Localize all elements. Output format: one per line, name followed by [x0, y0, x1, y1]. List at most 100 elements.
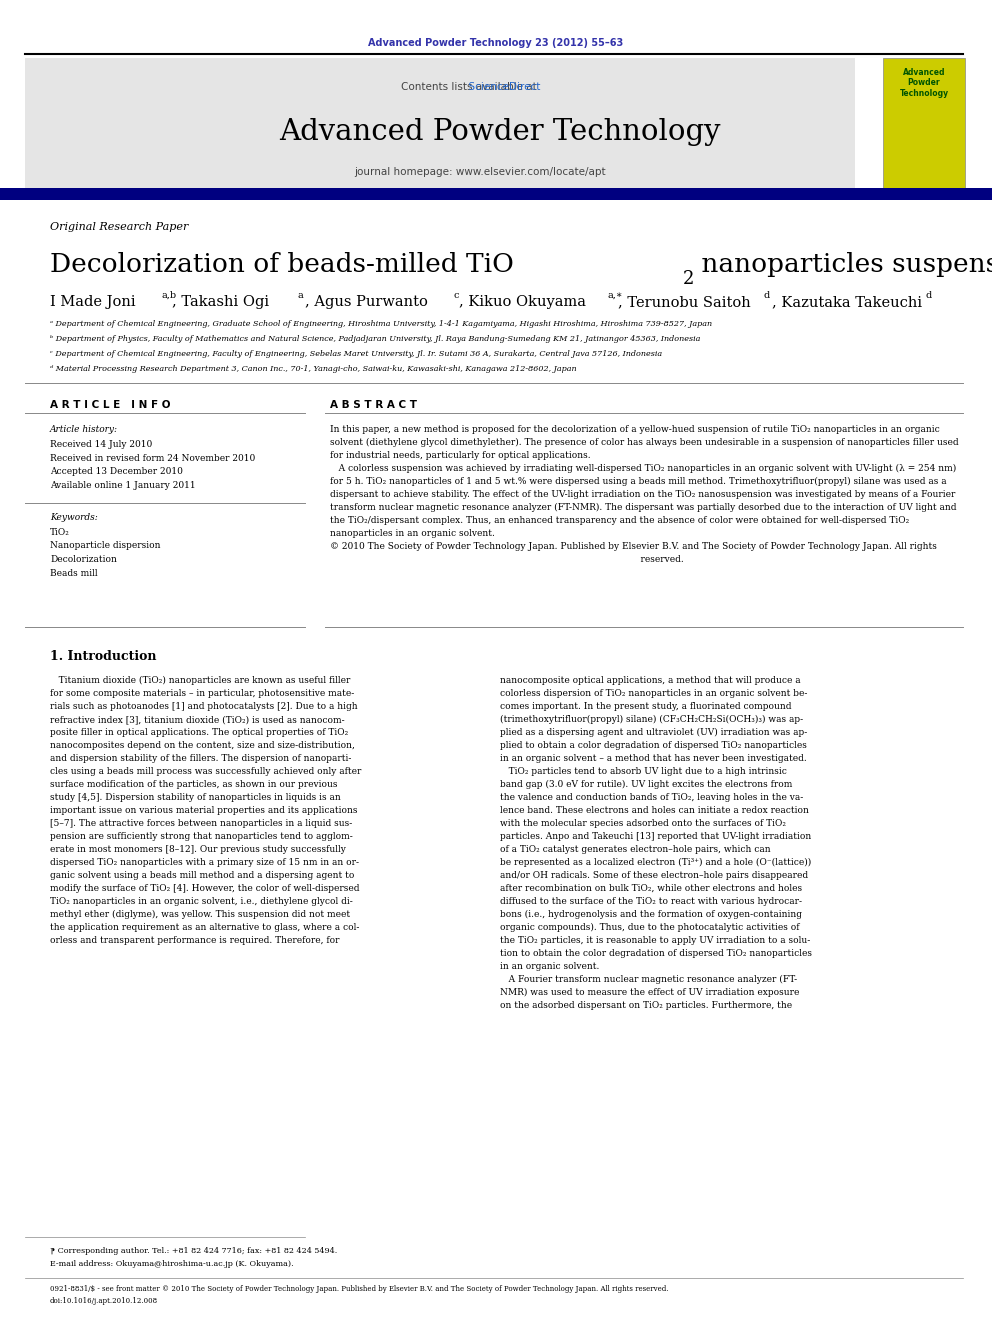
Text: refractive index [3], titanium dioxide (TiO₂) is used as nanocom-: refractive index [3], titanium dioxide (… — [50, 714, 344, 724]
Text: Beads mill: Beads mill — [50, 569, 97, 578]
Text: nanoparticles suspension in an organic solvent: nanoparticles suspension in an organic s… — [693, 251, 992, 277]
Text: nanocomposite optical applications, a method that will produce a: nanocomposite optical applications, a me… — [500, 676, 801, 685]
Text: a,∗: a,∗ — [607, 291, 623, 300]
Text: of a TiO₂ catalyst generates electron–hole pairs, which can: of a TiO₂ catalyst generates electron–ho… — [500, 845, 771, 855]
Text: diffused to the surface of the TiO₂ to react with various hydrocar-: diffused to the surface of the TiO₂ to r… — [500, 897, 802, 906]
Text: , Terunobu Saitoh: , Terunobu Saitoh — [618, 295, 751, 310]
Text: Advanced Powder Technology 23 (2012) 55–63: Advanced Powder Technology 23 (2012) 55–… — [368, 38, 624, 48]
Text: d: d — [926, 291, 932, 300]
Text: [5–7]. The attractive forces between nanoparticles in a liquid sus-: [5–7]. The attractive forces between nan… — [50, 819, 352, 828]
Text: ScienceDirect: ScienceDirect — [384, 82, 540, 93]
Text: for some composite materials – in particular, photosensitive mate-: for some composite materials – in partic… — [50, 689, 354, 699]
Text: Advanced Powder Technology: Advanced Powder Technology — [280, 118, 721, 146]
Text: dispersant to achieve stability. The effect of the UV-light irradiation on the T: dispersant to achieve stability. The eff… — [330, 490, 955, 499]
Text: Original Research Paper: Original Research Paper — [50, 222, 188, 232]
Text: rials such as photoanodes [1] and photocatalysts [2]. Due to a high: rials such as photoanodes [1] and photoc… — [50, 703, 358, 710]
Text: ganic solvent using a beads mill method and a dispersing agent to: ganic solvent using a beads mill method … — [50, 871, 354, 880]
Text: a,b: a,b — [161, 291, 177, 300]
Text: ᵃ Department of Chemical Engineering, Graduate School of Engineering, Hiroshima : ᵃ Department of Chemical Engineering, Gr… — [50, 320, 712, 328]
Text: nanocomposites depend on the content, size and size-distribution,: nanocomposites depend on the content, si… — [50, 741, 355, 750]
Text: ᵈ Material Processing Research Department 3, Canon Inc., 70-1, Yanagi-cho, Saiwa: ᵈ Material Processing Research Departmen… — [50, 365, 576, 373]
Text: , Agus Purwanto: , Agus Purwanto — [305, 295, 428, 310]
Text: with the molecular species adsorbed onto the surfaces of TiO₂: with the molecular species adsorbed onto… — [500, 819, 786, 828]
Text: TiO₂ nanoparticles in an organic solvent, i.e., diethylene glycol di-: TiO₂ nanoparticles in an organic solvent… — [50, 897, 353, 906]
Text: dispersed TiO₂ nanoparticles with a primary size of 15 nm in an or-: dispersed TiO₂ nanoparticles with a prim… — [50, 859, 359, 867]
Text: ELSEVIER: ELSEVIER — [75, 165, 165, 184]
Text: colorless dispersion of TiO₂ nanoparticles in an organic solvent be-: colorless dispersion of TiO₂ nanoparticl… — [500, 689, 807, 699]
Text: , Kazutaka Takeuchi: , Kazutaka Takeuchi — [772, 295, 923, 310]
Text: TiO₂ particles tend to absorb UV light due to a high intrinsic: TiO₂ particles tend to absorb UV light d… — [500, 767, 787, 777]
Text: in an organic solvent – a method that has never been investigated.: in an organic solvent – a method that ha… — [500, 754, 806, 763]
Text: modify the surface of TiO₂ [4]. However, the color of well-dispersed: modify the surface of TiO₂ [4]. However,… — [50, 884, 359, 893]
Text: NMR) was used to measure the effect of UV irradiation exposure: NMR) was used to measure the effect of U… — [500, 988, 800, 998]
Text: tion to obtain the color degradation of dispersed TiO₂ nanoparticles: tion to obtain the color degradation of … — [500, 949, 812, 958]
Text: after recombination on bulk TiO₂, while other electrons and holes: after recombination on bulk TiO₂, while … — [500, 884, 803, 893]
Text: Decolorization: Decolorization — [50, 556, 117, 564]
Text: Available online 1 January 2011: Available online 1 January 2011 — [50, 480, 195, 490]
Text: nanoparticles in an organic solvent.: nanoparticles in an organic solvent. — [330, 529, 495, 538]
Text: d: d — [764, 291, 770, 300]
Text: particles. Anpo and Takeuchi [13] reported that UV-light irradiation: particles. Anpo and Takeuchi [13] report… — [500, 832, 811, 841]
Text: A B S T R A C T: A B S T R A C T — [330, 400, 417, 410]
Text: the TiO₂ particles, it is reasonable to apply UV irradiation to a solu-: the TiO₂ particles, it is reasonable to … — [500, 935, 810, 945]
Text: and dispersion stability of the fillers. The dispersion of nanoparti-: and dispersion stability of the fillers.… — [50, 754, 351, 763]
Text: A R T I C L E   I N F O: A R T I C L E I N F O — [50, 400, 171, 410]
Text: for 5 h. TiO₂ nanoparticles of 1 and 5 wt.% were dispersed using a beads mill me: for 5 h. TiO₂ nanoparticles of 1 and 5 w… — [330, 478, 946, 486]
Text: ⁋ Corresponding author. Tel.: +81 82 424 7716; fax: +81 82 424 5494.: ⁋ Corresponding author. Tel.: +81 82 424… — [50, 1248, 337, 1256]
Text: solvent (diethylene glycol dimethylether). The presence of color has always been: solvent (diethylene glycol dimethylether… — [330, 438, 958, 447]
Text: journal homepage: www.elsevier.com/locate/apt: journal homepage: www.elsevier.com/locat… — [354, 167, 606, 177]
Text: (trimethoxytrifluor(propyl) silane) (CF₃CH₂CH₂Si(OCH₃)₃) was ap-: (trimethoxytrifluor(propyl) silane) (CF₃… — [500, 714, 804, 724]
Text: , Kikuo Okuyama: , Kikuo Okuyama — [459, 295, 586, 310]
Text: ᶜ Department of Chemical Engineering, Faculty of Engineering, Sebelas Maret Univ: ᶜ Department of Chemical Engineering, Fa… — [50, 351, 662, 359]
Text: Nanoparticle dispersion: Nanoparticle dispersion — [50, 541, 161, 550]
Text: study [4,5]. Dispersion stability of nanoparticles in liquids is an: study [4,5]. Dispersion stability of nan… — [50, 792, 340, 802]
Text: cles using a beads mill process was successfully achieved only after: cles using a beads mill process was succ… — [50, 767, 361, 777]
Text: band gap (3.0 eV for rutile). UV light excites the electrons from: band gap (3.0 eV for rutile). UV light e… — [500, 781, 793, 789]
Text: the TiO₂/dispersant complex. Thus, an enhanced transparency and the absence of c: the TiO₂/dispersant complex. Thus, an en… — [330, 516, 910, 525]
Text: E-mail address: Okuyama@hiroshima-u.ac.jp (K. Okuyama).: E-mail address: Okuyama@hiroshima-u.ac.j… — [50, 1259, 294, 1267]
Text: orless and transparent performance is required. Therefore, for: orless and transparent performance is re… — [50, 935, 339, 945]
Text: comes important. In the present study, a fluorinated compound: comes important. In the present study, a… — [500, 703, 792, 710]
Text: Contents lists available at: Contents lists available at — [401, 82, 540, 93]
Text: be represented as a localized electron (Ti³⁺) and a hole (O⁻(lattice)): be represented as a localized electron (… — [500, 859, 811, 867]
Text: plied to obtain a color degradation of dispersed TiO₂ nanoparticles: plied to obtain a color degradation of d… — [500, 741, 806, 750]
Text: important issue on various material properties and its applications: important issue on various material prop… — [50, 806, 357, 815]
Text: bons (i.e., hydrogenolysis and the formation of oxygen-containing: bons (i.e., hydrogenolysis and the forma… — [500, 910, 802, 919]
Text: 0921-8831/$ - see front matter © 2010 The Society of Powder Technology Japan. Pu: 0921-8831/$ - see front matter © 2010 Th… — [50, 1285, 669, 1293]
Text: transform nuclear magnetic resonance analyzer (FT-NMR). The dispersant was parti: transform nuclear magnetic resonance ana… — [330, 503, 956, 512]
Text: plied as a dispersing agent and ultraviolet (UV) irradiation was ap-: plied as a dispersing agent and ultravio… — [500, 728, 807, 737]
Text: I Made Joni: I Made Joni — [50, 295, 136, 310]
Text: c: c — [453, 291, 458, 300]
Text: Titanium dioxide (TiO₂) nanoparticles are known as useful filler: Titanium dioxide (TiO₂) nanoparticles ar… — [50, 676, 350, 685]
Text: erate in most monomers [8–12]. Our previous study successfully: erate in most monomers [8–12]. Our previ… — [50, 845, 346, 855]
Text: methyl ether (diglyme), was yellow. This suspension did not meet: methyl ether (diglyme), was yellow. This… — [50, 910, 350, 919]
Text: pension are sufficiently strong that nanoparticles tend to agglom-: pension are sufficiently strong that nan… — [50, 832, 353, 841]
Text: doi:10.1016/j.apt.2010.12.008: doi:10.1016/j.apt.2010.12.008 — [50, 1297, 158, 1304]
Text: TiO₂: TiO₂ — [50, 528, 69, 537]
Text: reserved.: reserved. — [330, 556, 683, 564]
Text: Received 14 July 2010: Received 14 July 2010 — [50, 441, 152, 448]
Text: © 2010 The Society of Powder Technology Japan. Published by Elsevier B.V. and Th: © 2010 The Society of Powder Technology … — [330, 542, 936, 550]
Text: in an organic solvent.: in an organic solvent. — [500, 962, 599, 971]
Text: In this paper, a new method is proposed for the decolorization of a yellow-hued : In this paper, a new method is proposed … — [330, 425, 939, 434]
Text: Accepted 13 December 2010: Accepted 13 December 2010 — [50, 467, 183, 476]
Text: for industrial needs, particularly for optical applications.: for industrial needs, particularly for o… — [330, 451, 590, 460]
Text: A colorless suspension was achieved by irradiating well-dispersed TiO₂ nanoparti: A colorless suspension was achieved by i… — [330, 464, 956, 474]
Text: , Takashi Ogi: , Takashi Ogi — [172, 295, 269, 310]
Text: Advanced
Powder
Technology: Advanced Powder Technology — [900, 67, 948, 98]
Text: Keywords:: Keywords: — [50, 513, 98, 523]
Text: 🌲: 🌲 — [106, 85, 133, 127]
Text: Article history:: Article history: — [50, 425, 118, 434]
Text: ᵇ Department of Physics, Faculty of Mathematics and Natural Science, Padjadjaran: ᵇ Department of Physics, Faculty of Math… — [50, 335, 700, 343]
Text: lence band. These electrons and holes can initiate a redox reaction: lence band. These electrons and holes ca… — [500, 806, 808, 815]
Text: organic compounds). Thus, due to the photocatalytic activities of: organic compounds). Thus, due to the pho… — [500, 923, 800, 933]
Text: Decolorization of beads-milled TiO: Decolorization of beads-milled TiO — [50, 251, 514, 277]
Text: on the adsorbed dispersant on TiO₂ particles. Furthermore, the: on the adsorbed dispersant on TiO₂ parti… — [500, 1002, 793, 1009]
Text: the application requirement as an alternative to glass, where a col-: the application requirement as an altern… — [50, 923, 359, 931]
Text: posite filler in optical applications. The optical properties of TiO₂: posite filler in optical applications. T… — [50, 728, 348, 737]
Text: A Fourier transform nuclear magnetic resonance analyzer (FT-: A Fourier transform nuclear magnetic res… — [500, 975, 798, 984]
Text: Received in revised form 24 November 2010: Received in revised form 24 November 201… — [50, 454, 255, 463]
Text: the valence and conduction bands of TiO₂, leaving holes in the va-: the valence and conduction bands of TiO₂… — [500, 792, 804, 802]
Text: 1. Introduction: 1. Introduction — [50, 650, 157, 663]
Text: 2: 2 — [683, 270, 694, 288]
